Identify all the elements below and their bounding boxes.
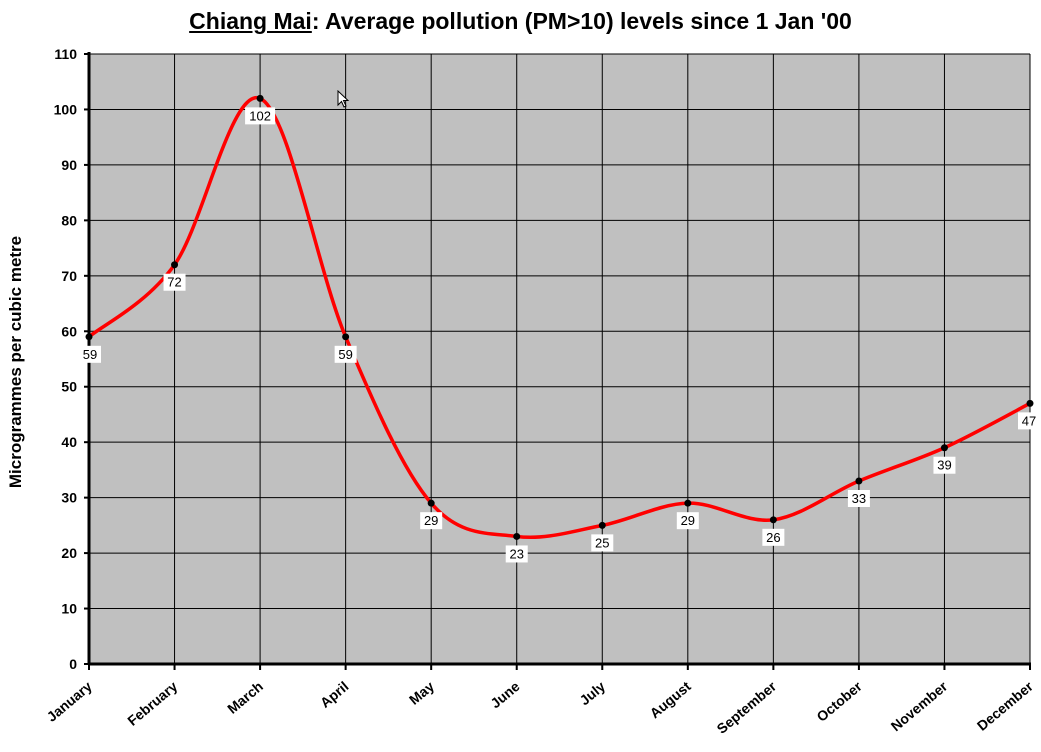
data-label-box xyxy=(245,107,276,125)
x-tick-label: April xyxy=(317,678,352,711)
data-point xyxy=(427,499,435,507)
x-tick-label: June xyxy=(487,678,522,711)
y-tick-label: 80 xyxy=(61,212,77,228)
data-point xyxy=(1026,399,1034,407)
y-tick-label: 90 xyxy=(61,157,77,173)
data-label: 39 xyxy=(937,458,951,473)
data-label: 29 xyxy=(681,513,695,528)
data-label-box xyxy=(334,345,357,363)
data-point xyxy=(513,532,521,540)
y-tick-label: 50 xyxy=(61,379,77,395)
x-tick-label: October xyxy=(813,678,865,725)
chart-title: Chiang Mai: Average pollution (PM>10) le… xyxy=(0,8,1041,35)
x-tick-label: December xyxy=(974,678,1037,734)
x-tick-label: February xyxy=(124,678,180,729)
data-label-box xyxy=(505,545,528,563)
data-label: 102 xyxy=(249,108,271,123)
x-tick-label: May xyxy=(406,678,437,708)
data-point xyxy=(342,333,350,341)
data-point xyxy=(85,333,93,341)
y-tick-label: 10 xyxy=(61,601,77,617)
x-tick-label: September xyxy=(714,678,780,737)
data-label: 26 xyxy=(766,530,780,545)
data-label-box xyxy=(163,273,186,291)
y-tick-label: 100 xyxy=(54,101,78,117)
y-tick-label: 110 xyxy=(54,46,77,62)
data-label: 25 xyxy=(595,535,609,550)
x-tick-label: November xyxy=(888,678,951,735)
data-label-box xyxy=(762,528,785,546)
data-label-box xyxy=(676,512,699,530)
y-tick-label: 60 xyxy=(61,323,77,339)
mouse-pointer-icon xyxy=(337,90,350,108)
y-tick-label: 70 xyxy=(61,268,77,284)
y-tick-label: 20 xyxy=(61,545,77,561)
data-label-box xyxy=(591,534,614,552)
data-label: 59 xyxy=(338,347,352,362)
x-tick-label: March xyxy=(224,678,266,717)
y-tick-label: 40 xyxy=(61,434,77,450)
data-point xyxy=(769,516,777,524)
data-label-box xyxy=(79,345,101,363)
data-point xyxy=(684,499,692,507)
data-point xyxy=(855,477,863,485)
x-tick-label: January xyxy=(44,678,96,725)
data-label-box xyxy=(847,490,870,507)
data-point xyxy=(171,261,179,269)
data-label: 23 xyxy=(509,546,523,561)
data-label: 72 xyxy=(167,275,181,290)
chart-title-city: Chiang Mai xyxy=(189,8,312,34)
data-point xyxy=(598,521,606,529)
data-point xyxy=(940,444,948,452)
data-label: 33 xyxy=(852,491,866,506)
data-label: 29 xyxy=(424,513,438,528)
data-label-box xyxy=(1018,412,1040,430)
data-label-box xyxy=(420,512,443,530)
data-point xyxy=(256,94,264,102)
y-tick-label: 30 xyxy=(61,490,77,506)
x-tick-label: July xyxy=(576,678,608,708)
chart-title-rest: : Average pollution (PM>10) levels since… xyxy=(311,8,852,34)
data-label: 47 xyxy=(1022,413,1036,428)
y-tick-label: 0 xyxy=(69,656,77,672)
data-label: 59 xyxy=(83,347,97,362)
plot-area xyxy=(89,54,1030,664)
data-label-box xyxy=(933,456,956,474)
x-tick-label: August xyxy=(647,678,694,721)
